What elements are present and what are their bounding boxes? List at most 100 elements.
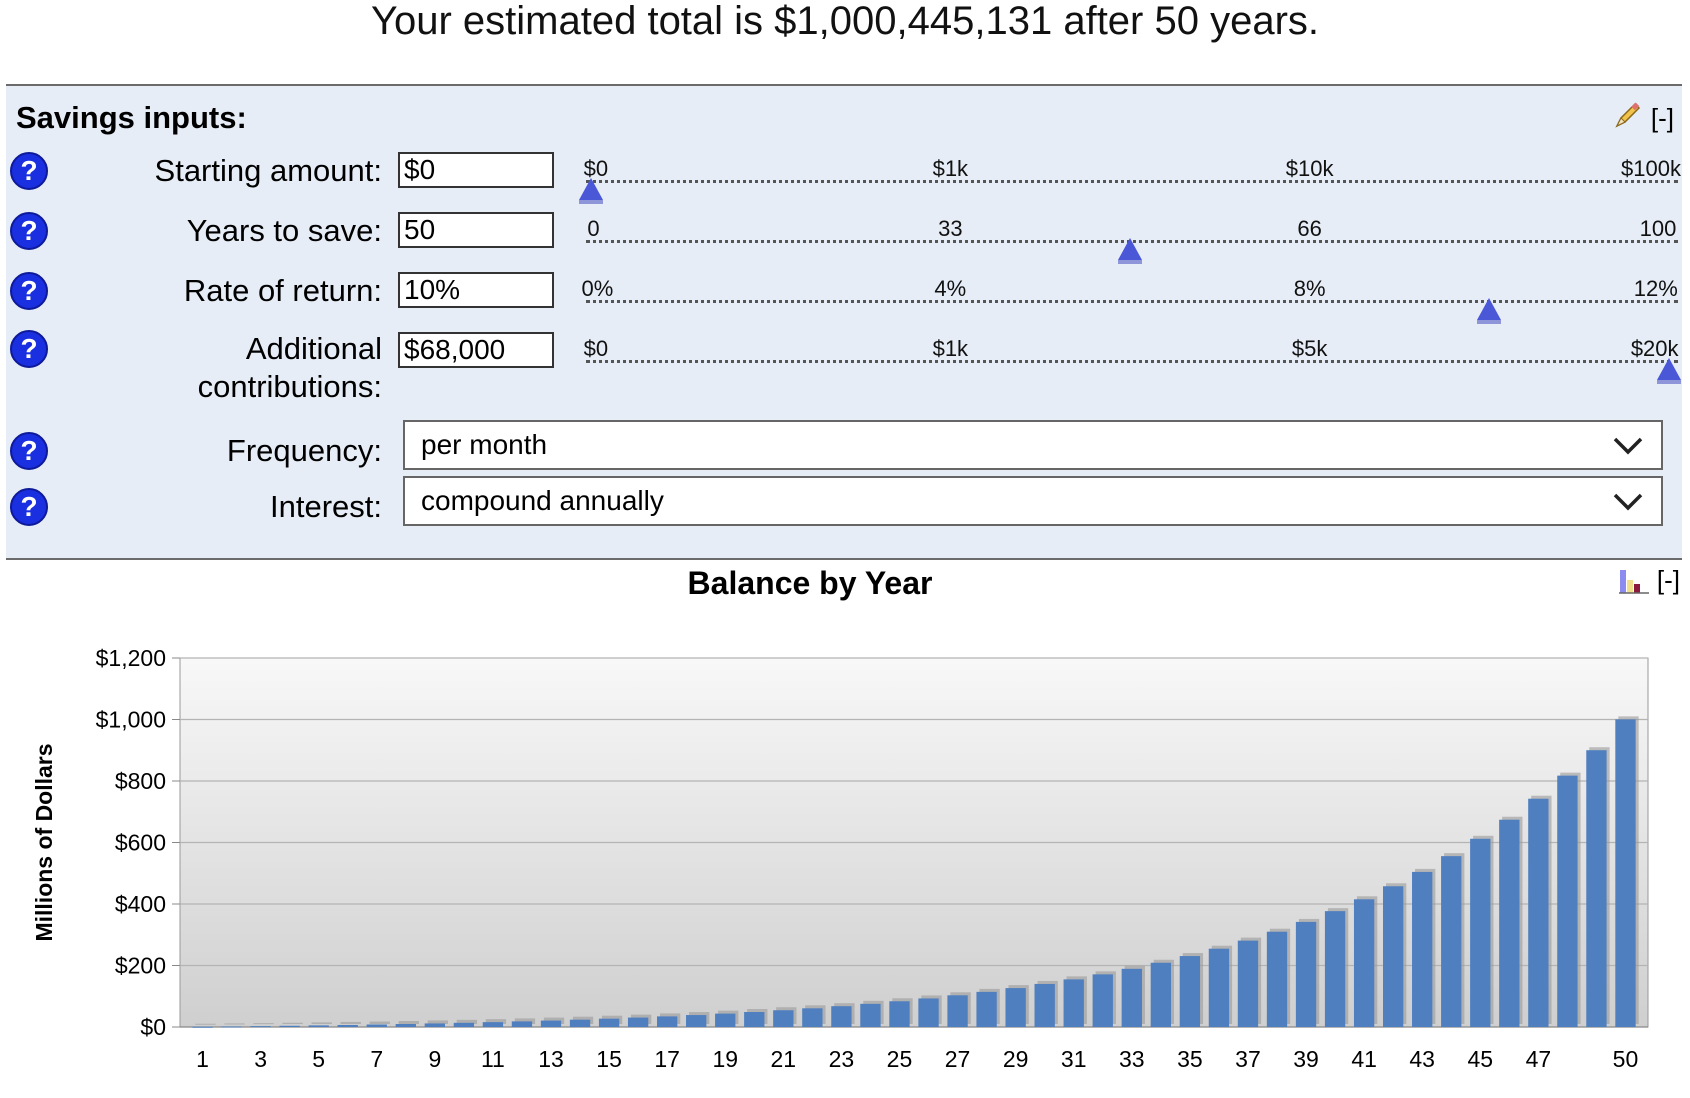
x-tick-label: 41: [1351, 1046, 1377, 1072]
bar-shadow: [427, 1020, 449, 1024]
bar[interactable]: [395, 1024, 416, 1027]
slider-track: [586, 360, 1678, 363]
bar[interactable]: [1150, 962, 1172, 1027]
bar[interactable]: [1324, 911, 1346, 1027]
x-tick-label: 50: [1613, 1046, 1639, 1072]
rate-of-return-slider[interactable]: 0% 4% 8% 12%: [576, 276, 1684, 336]
bar[interactable]: [1586, 750, 1607, 1027]
bar-shadow: [485, 1019, 507, 1024]
bar[interactable]: [627, 1017, 649, 1027]
slider-tick: $5k: [1291, 336, 1328, 361]
additional-contributions-label: Additional contributions:: [198, 330, 382, 406]
collapse-chart-button[interactable]: [-]: [1656, 565, 1680, 595]
bar[interactable]: [540, 1020, 562, 1027]
help-interest-icon[interactable]: ?: [10, 488, 48, 526]
bar[interactable]: [1208, 948, 1230, 1027]
help-rate-of-return-icon[interactable]: ?: [10, 272, 48, 310]
slider-tick: 4%: [934, 276, 967, 301]
bar[interactable]: [1005, 988, 1026, 1027]
bar[interactable]: [1382, 886, 1404, 1027]
slider-thumb[interactable]: [1476, 298, 1501, 324]
frequency-select[interactable]: per month: [403, 420, 1663, 470]
bar[interactable]: [1266, 931, 1288, 1027]
bar[interactable]: [250, 1026, 271, 1028]
bar[interactable]: [569, 1019, 591, 1027]
bar[interactable]: [656, 1016, 678, 1027]
rate-of-return-input[interactable]: [398, 272, 554, 308]
x-axis-labels: 1 3 5 7 9 11 13 15 17 19 21 23 25 27 29 31 33 35 37 39 41 43 4…: [196, 1046, 1638, 1072]
bar[interactable]: [1034, 983, 1055, 1027]
chart-title: Balance by Year: [687, 565, 933, 601]
slider-tick: $0: [583, 336, 609, 361]
additional-contributions-input[interactable]: [398, 332, 554, 368]
slider-thumb[interactable]: [1657, 358, 1681, 384]
bar[interactable]: [1092, 974, 1113, 1027]
bar-chart-icon[interactable]: [1618, 568, 1649, 594]
bar[interactable]: [1353, 899, 1375, 1027]
bar[interactable]: [947, 995, 968, 1027]
bar[interactable]: [715, 1013, 736, 1027]
bar[interactable]: [744, 1012, 765, 1027]
bar[interactable]: [308, 1025, 329, 1027]
bar[interactable]: [1499, 819, 1520, 1027]
slider-tick: 66: [1297, 216, 1322, 241]
help-frequency-icon[interactable]: ?: [10, 432, 48, 470]
years-to-save-input[interactable]: [398, 212, 554, 248]
bar[interactable]: [1528, 798, 1549, 1027]
bar[interactable]: [1121, 968, 1142, 1027]
y-tick-label: $200: [115, 953, 166, 979]
collapse-inputs-button[interactable]: [-]: [1650, 103, 1674, 133]
bar[interactable]: [511, 1021, 533, 1027]
bar[interactable]: [686, 1015, 707, 1027]
bar[interactable]: [831, 1006, 852, 1027]
slider-thumb[interactable]: [579, 178, 603, 204]
bar[interactable]: [192, 1026, 213, 1028]
help-additional-contributions-icon[interactable]: ?: [10, 330, 48, 368]
x-tick-label: 1: [196, 1046, 209, 1072]
bar[interactable]: [802, 1008, 823, 1027]
slider-tick: $0: [583, 156, 609, 181]
bar[interactable]: [424, 1023, 446, 1027]
slider-thumb[interactable]: [1118, 238, 1142, 264]
bar[interactable]: [598, 1018, 620, 1027]
chart-tools: [-]: [1618, 565, 1680, 596]
interest-select[interactable]: compound annually: [403, 476, 1663, 526]
bar[interactable]: [860, 1003, 881, 1027]
slider-tick: 8%: [1293, 276, 1326, 301]
bar[interactable]: [1412, 871, 1433, 1027]
bar[interactable]: [1295, 921, 1317, 1027]
x-tick-label: 3: [254, 1046, 267, 1072]
chevron-down-icon: [1613, 437, 1643, 455]
bar[interactable]: [366, 1024, 387, 1027]
bar[interactable]: [482, 1022, 504, 1027]
bar[interactable]: [773, 1010, 794, 1027]
bar[interactable]: [279, 1025, 300, 1027]
bar[interactable]: [337, 1024, 358, 1027]
starting-amount-input[interactable]: [398, 152, 554, 188]
y-axis-labels: $0 $200 $400 $600 $800 $1,000 $1,200: [96, 645, 166, 1040]
x-tick-label: 47: [1526, 1046, 1552, 1072]
y-tick-label: $0: [140, 1014, 166, 1040]
pencil-icon[interactable]: [1613, 100, 1643, 137]
bar[interactable]: [1237, 940, 1259, 1027]
slider-tick: $100k: [1621, 156, 1681, 181]
years-to-save-slider[interactable]: 0 33 66 100: [576, 216, 1684, 276]
rate-of-return-label: Rate of return:: [183, 273, 382, 308]
bar[interactable]: [1179, 956, 1201, 1027]
bar[interactable]: [1557, 775, 1578, 1027]
starting-amount-slider[interactable]: $0 $1k $10k $100k: [576, 156, 1684, 216]
additional-contributions-slider[interactable]: $0 $1k $5k $20k: [576, 336, 1684, 396]
help-years-to-save-icon[interactable]: ?: [10, 212, 48, 250]
x-tick-label: 23: [829, 1046, 855, 1072]
bar[interactable]: [453, 1022, 475, 1027]
bar[interactable]: [1063, 979, 1084, 1027]
bar[interactable]: [1615, 719, 1636, 1027]
slider-tick: $1k: [932, 156, 969, 181]
bar[interactable]: [1441, 856, 1462, 1027]
bar[interactable]: [889, 1001, 910, 1027]
bar[interactable]: [221, 1026, 242, 1028]
help-starting-amount-icon[interactable]: ?: [10, 152, 48, 190]
bar[interactable]: [976, 991, 997, 1027]
bar[interactable]: [1470, 838, 1491, 1027]
bar[interactable]: [918, 998, 939, 1027]
